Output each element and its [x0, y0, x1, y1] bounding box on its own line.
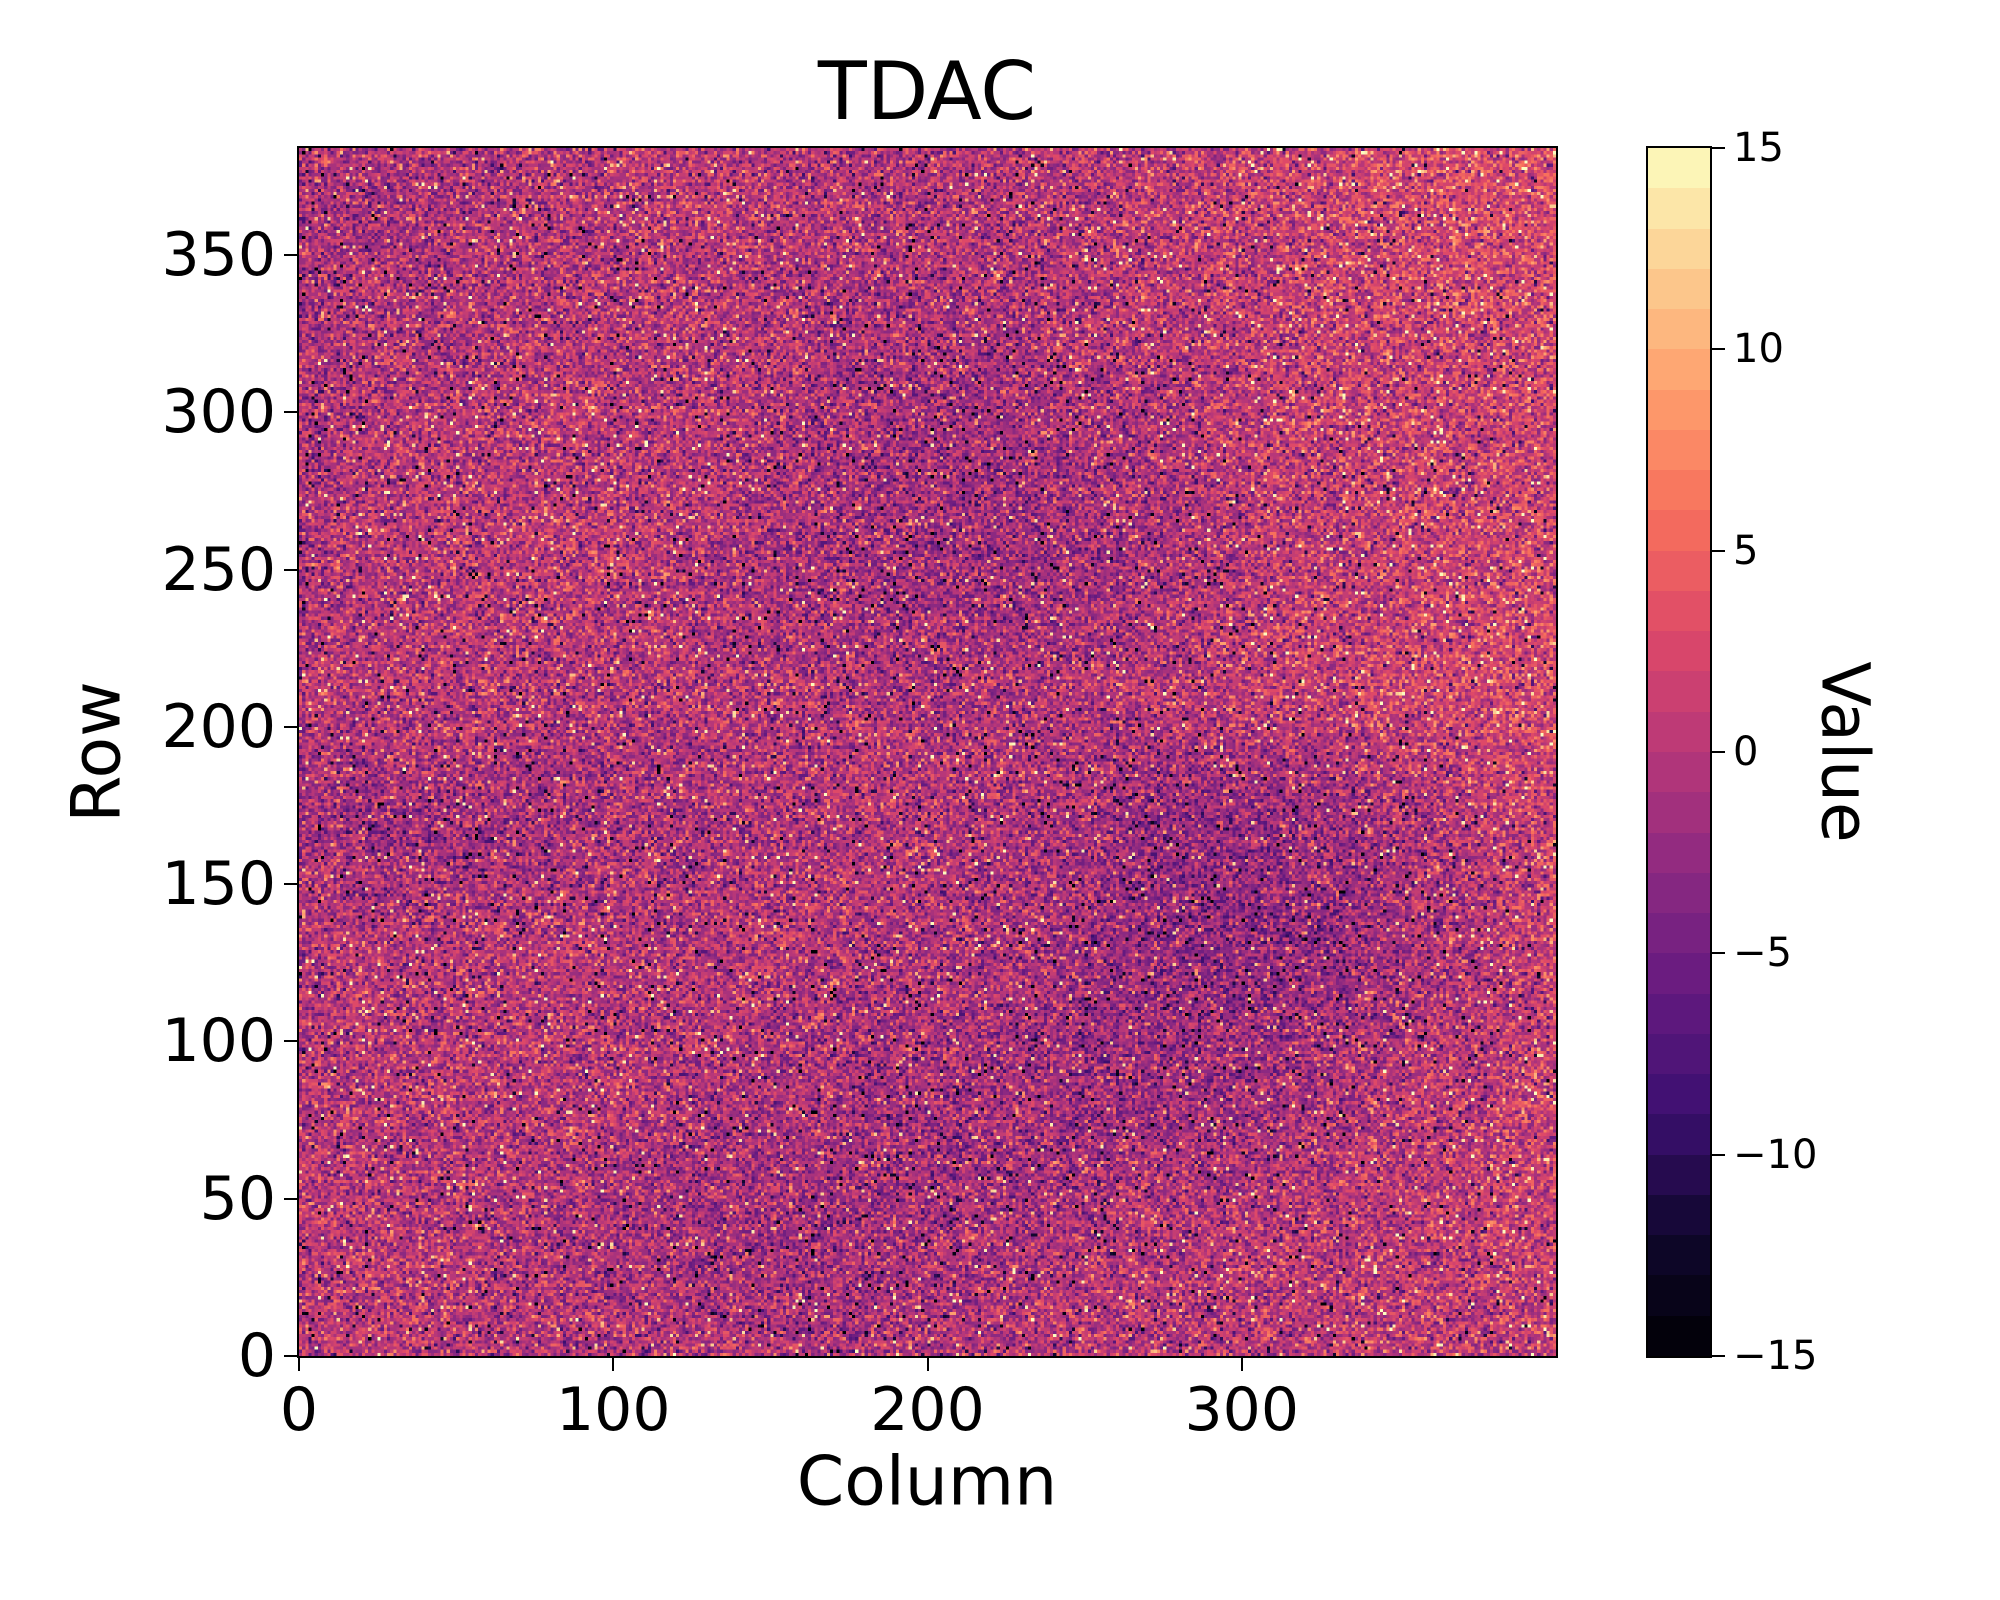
x-tick-mark: [612, 1358, 615, 1371]
colorbar-tick-mark: [1712, 751, 1725, 753]
y-tick-label: 50: [199, 1163, 276, 1234]
y-tick-label: 0: [237, 1321, 276, 1391]
colorbar-tick-mark: [1712, 1355, 1725, 1357]
heatmap-plot-area: [297, 146, 1558, 1358]
y-tick-label: 200: [161, 691, 276, 762]
y-tick-label: 300: [161, 377, 276, 448]
y-tick-mark: [284, 883, 297, 886]
colorbar-tick-mark: [1712, 1153, 1725, 1156]
y-tick-mark: [284, 1197, 297, 1200]
x-tick-mark: [926, 1358, 929, 1371]
y-tick-label: 250: [161, 534, 276, 605]
x-tick-mark: [298, 1358, 300, 1371]
colorbar-tick-label: 10: [1733, 326, 1784, 373]
colorbar-tick-label: −5: [1733, 930, 1792, 977]
colorbar-tick-mark: [1712, 952, 1725, 955]
y-tick-mark: [284, 1040, 297, 1043]
x-tick-label: 300: [1184, 1375, 1300, 1445]
colorbar-label: Value: [1806, 661, 1884, 843]
x-tick-label: 100: [555, 1375, 671, 1445]
colorbar-canvas: [1648, 148, 1710, 1356]
colorbar-tick-mark: [1712, 348, 1725, 351]
colorbar-tick-label: −10: [1733, 1131, 1818, 1178]
heatmap-canvas: [299, 148, 1556, 1356]
x-tick-label: 200: [870, 1375, 985, 1445]
colorbar-tick-mark: [1712, 549, 1725, 552]
y-tick-label: 350: [161, 219, 276, 290]
y-tick-mark: [284, 253, 297, 256]
x-axis-label: Column: [796, 1442, 1058, 1522]
colorbar: [1646, 146, 1712, 1358]
y-tick-mark: [284, 725, 297, 728]
colorbar-tick-mark: [1712, 147, 1725, 149]
y-tick-mark: [284, 568, 297, 571]
colorbar-tick-label: 0: [1733, 729, 1759, 775]
y-tick-label: 150: [161, 849, 276, 920]
x-tick-mark: [1240, 1358, 1243, 1371]
y-axis-label: Row: [57, 681, 137, 823]
colorbar-tick-label: 5: [1733, 527, 1759, 574]
y-tick-mark: [284, 1355, 297, 1357]
colorbar-tick-label: 15: [1733, 125, 1784, 171]
y-tick-label: 100: [161, 1006, 276, 1077]
chart-title: TDAC: [817, 45, 1037, 138]
x-tick-label: 0: [279, 1375, 319, 1445]
y-tick-mark: [284, 411, 297, 414]
colorbar-tick-label: −15: [1733, 1333, 1818, 1379]
